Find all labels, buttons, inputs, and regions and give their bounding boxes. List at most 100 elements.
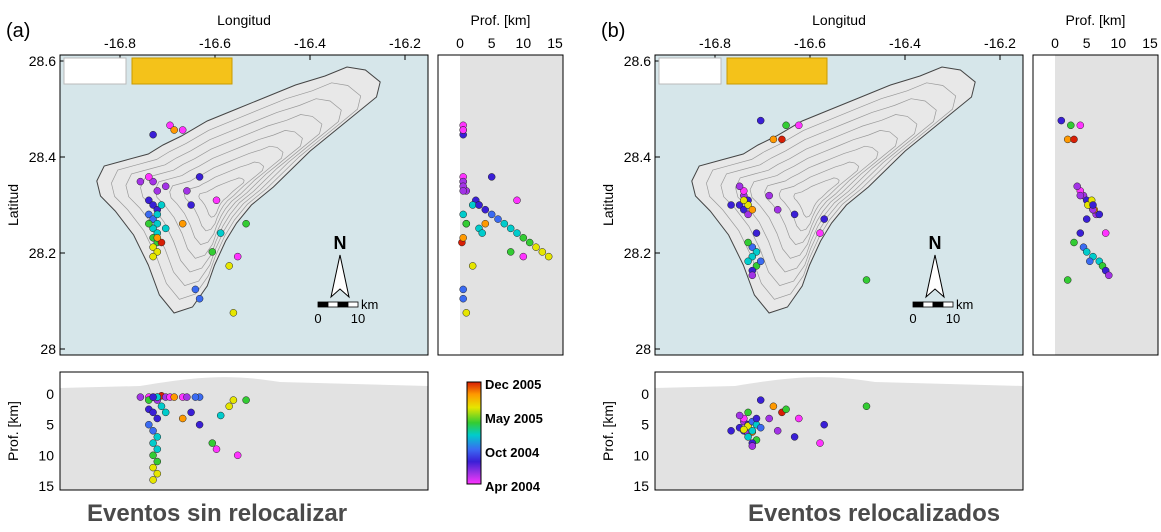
event-point-map xyxy=(756,257,765,266)
event-point-map xyxy=(816,229,824,237)
event-point-side xyxy=(1076,229,1085,237)
event-point-side xyxy=(475,201,483,209)
event-point-side xyxy=(459,210,467,219)
scale-bar-segment xyxy=(347,301,359,308)
event-point-bottom xyxy=(229,396,238,404)
event-point-side xyxy=(544,252,553,261)
map-ytick-label: 28 xyxy=(635,341,651,357)
event-point-side xyxy=(1076,191,1085,200)
side-xlabel: Prof. [km] xyxy=(471,12,531,28)
scale-bar-segment xyxy=(942,301,954,308)
event-point-map xyxy=(748,243,757,251)
event-point-bottom xyxy=(744,408,752,417)
event-point-map xyxy=(149,215,157,223)
contour-line xyxy=(706,82,957,300)
bottom-land-profile xyxy=(655,377,1023,490)
event-point-bottom xyxy=(153,433,162,441)
event-point-side xyxy=(459,285,467,294)
event-point-side xyxy=(519,234,528,242)
scale-bar-segment xyxy=(337,301,349,308)
event-point-side xyxy=(1057,116,1066,125)
event-point-side xyxy=(468,201,477,209)
event-point-bottom xyxy=(212,445,221,453)
event-point-side xyxy=(481,219,490,228)
event-point-bottom xyxy=(161,408,170,417)
event-point-side xyxy=(462,309,471,317)
event-point-bottom xyxy=(216,411,225,420)
scale-tick-label: 10 xyxy=(946,311,960,326)
side-xtick-label: 10 xyxy=(516,35,532,51)
event-point-map xyxy=(145,210,153,219)
event-point-map xyxy=(752,262,761,270)
event-point-side xyxy=(525,238,534,247)
event-point-side xyxy=(1086,257,1094,266)
event-point-map xyxy=(157,201,166,209)
event-point-bottom xyxy=(748,427,757,435)
event-point-bottom xyxy=(153,469,162,478)
scale-tick-label: 0 xyxy=(909,311,916,326)
colorbar-label: Dec 2005 xyxy=(485,377,541,392)
event-point-side xyxy=(1082,215,1091,223)
event-point-map xyxy=(748,252,757,261)
side-land-profile xyxy=(1033,55,1061,355)
contour-line xyxy=(140,114,323,273)
event-point-map xyxy=(744,257,752,266)
contour-line xyxy=(778,161,859,232)
event-point-map xyxy=(157,238,166,247)
event-point-bottom xyxy=(149,439,157,447)
event-point-bottom xyxy=(153,414,162,423)
map-xtick-label: -16.8 xyxy=(699,35,731,51)
event-point-side xyxy=(513,229,521,237)
scale-unit: km xyxy=(361,297,378,312)
event-point-map xyxy=(756,116,765,125)
event-point-map xyxy=(752,229,761,237)
event-point-map xyxy=(145,173,153,181)
event-point-map xyxy=(161,182,170,191)
logo-gobierno xyxy=(726,57,828,85)
event-point-map xyxy=(735,201,744,209)
event-point-map xyxy=(187,201,195,209)
map-ytick-label: 28.2 xyxy=(29,245,56,261)
bottom-ytick-label: 15 xyxy=(38,478,54,494)
panel-tag: (b) xyxy=(601,20,625,42)
event-point-map xyxy=(161,224,170,233)
event-point-bottom xyxy=(157,402,166,411)
event-point-bottom xyxy=(136,393,145,401)
bottom-ytick-label: 5 xyxy=(46,417,54,433)
event-point-bottom xyxy=(195,420,204,429)
map-ylabel: Latitud xyxy=(600,184,616,226)
scale-bar-segment xyxy=(317,301,329,308)
north-arrow-label: N xyxy=(929,233,942,253)
map-xtick-label: -16.6 xyxy=(199,35,231,51)
event-point-bottom xyxy=(816,439,824,447)
event-point-map xyxy=(153,187,162,195)
event-point-side xyxy=(1105,271,1113,280)
event-point-map xyxy=(790,210,799,219)
north-arrow-icon xyxy=(925,254,945,299)
side-depth-border xyxy=(1032,54,1159,356)
event-point-map xyxy=(748,205,757,214)
map-xlabel: Longitud xyxy=(217,12,271,28)
event-point-map xyxy=(744,238,752,247)
event-point-map xyxy=(229,309,238,317)
event-point-map xyxy=(195,173,204,181)
contour-line xyxy=(154,130,303,259)
event-point-side xyxy=(462,219,471,228)
event-point-map xyxy=(740,205,748,214)
event-point-bottom xyxy=(153,445,162,453)
event-point-map xyxy=(149,224,157,233)
event-point-map xyxy=(145,196,153,205)
map-ylabel: Latitud xyxy=(5,184,21,226)
island-coastline xyxy=(691,66,976,314)
event-point-side xyxy=(487,173,496,181)
map-ytick-label: 28.4 xyxy=(624,149,651,165)
map-ytick-label: 28 xyxy=(40,341,56,357)
north-arrow-label: N xyxy=(334,233,347,253)
event-point-map xyxy=(191,285,200,294)
event-point-bottom xyxy=(735,411,744,420)
event-point-map xyxy=(149,130,157,139)
caption-panel-b: Eventos relocalizados xyxy=(748,500,1001,527)
event-point-map xyxy=(744,201,752,209)
map-xlabel: Longitud xyxy=(812,12,866,28)
